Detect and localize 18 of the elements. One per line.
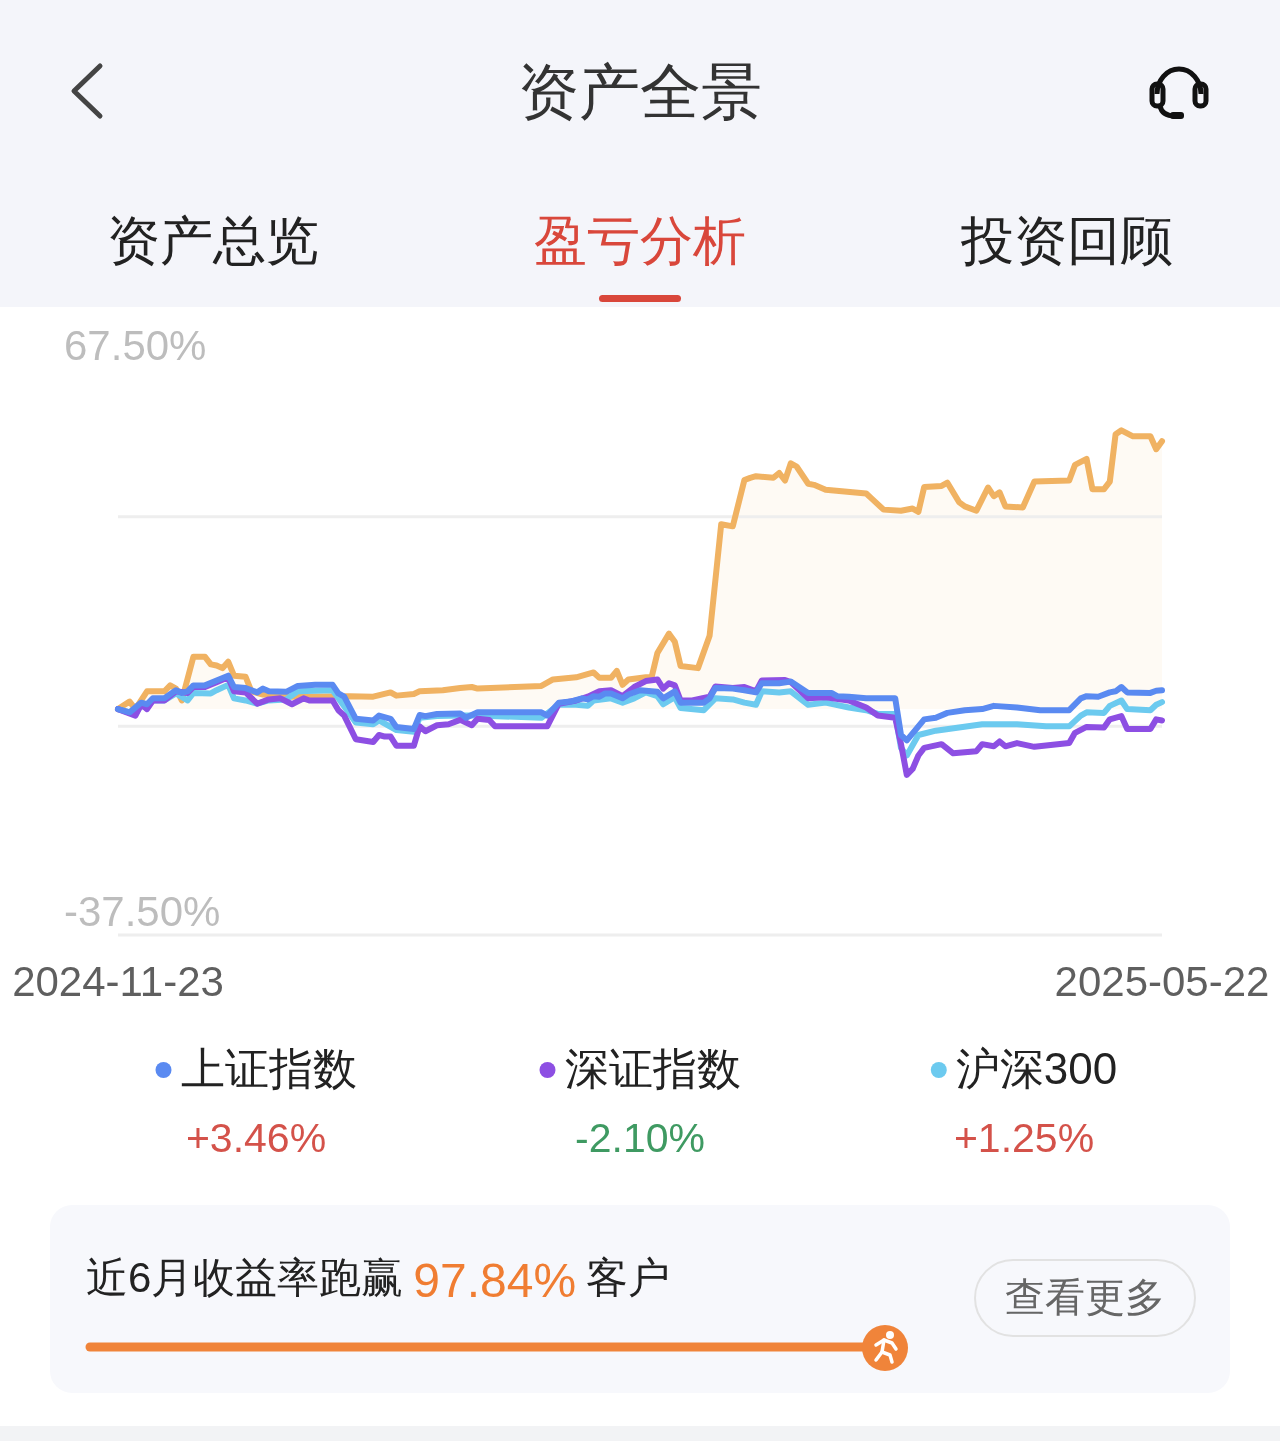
text: -2.10% [575, 1115, 705, 1161]
legend-label: 沪深300 [955, 1044, 1118, 1093]
text: +3.46% [185, 1115, 327, 1161]
text: 投资回顾 [959, 211, 1173, 270]
chart-title: 资产全景 [518, 58, 762, 126]
text: 近6月收益率跑赢 [86, 1254, 404, 1301]
text: 97.84% [413, 1254, 577, 1307]
legend-label: 深证指数 [564, 1044, 741, 1093]
x-tick-label: 2025-05-22 [1054, 958, 1270, 1005]
text: 资产总览 [107, 211, 320, 270]
x-tick-label: 2024-11-23 [12, 958, 224, 1005]
text: +1.25% [953, 1115, 1095, 1161]
y-tick-label: -37.50% [64, 887, 221, 935]
text: 查看更多 [1005, 1275, 1165, 1319]
legend-label: 上证指数 [180, 1044, 357, 1093]
text: 客户 [586, 1254, 671, 1301]
text: 盈亏分析 [534, 211, 746, 270]
y-tick-label: 67.50% [64, 321, 207, 369]
